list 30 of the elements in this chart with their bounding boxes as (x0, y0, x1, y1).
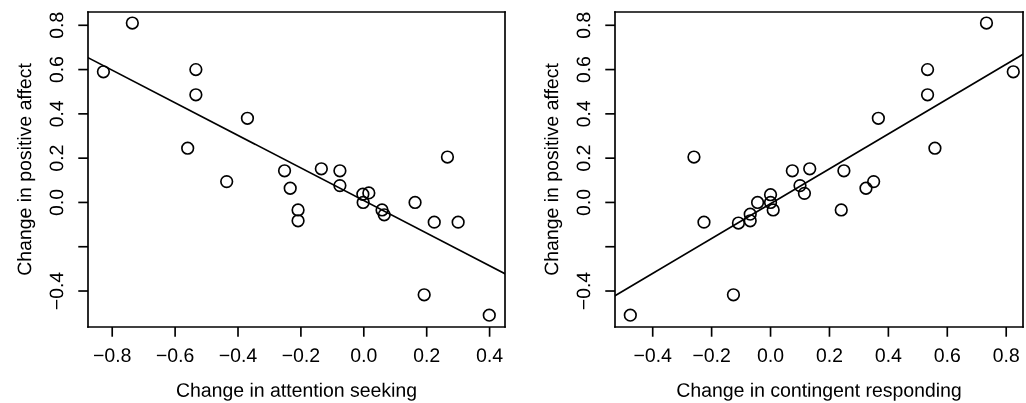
x-axis-title: Change in attention seeking (176, 382, 416, 401)
x-tick-label: −0.6 (156, 348, 194, 363)
x-tick-label: 0.2 (413, 348, 440, 363)
y-axis-title: Change in positive affect (17, 63, 36, 275)
y-tick-label: 0.6 (49, 56, 64, 83)
y-tick-label: 0.4 (49, 100, 64, 127)
x-tick-label: −0.4 (219, 348, 257, 363)
y-tick-label: 0.8 (49, 12, 64, 39)
y-tick-label: 0.6 (576, 56, 591, 83)
x-tick-label: 0.2 (816, 348, 842, 363)
y-tick-label: 0.0 (576, 189, 591, 216)
x-tick-label: −0.2 (693, 348, 730, 363)
x-tick-label: −0.4 (634, 348, 672, 363)
y-axis-title: Change in positive affect (544, 63, 563, 275)
x-tick-label: 0.0 (757, 348, 784, 363)
x-tick-label: 0.4 (875, 348, 902, 363)
y-tick-label: −0.4 (49, 272, 64, 310)
y-tick-label: 0.0 (49, 189, 64, 216)
x-tick-label: 0.6 (934, 348, 960, 363)
x-tick-label: 0.4 (476, 348, 503, 363)
x-tick-label: −0.2 (282, 348, 320, 363)
x-axis-title: Change in contingent responding (677, 382, 961, 401)
y-tick-label: 0.8 (576, 12, 591, 39)
x-tick-label: −0.8 (93, 348, 131, 363)
y-tick-label: 0.4 (576, 100, 591, 127)
x-tick-label: 0.0 (351, 348, 377, 363)
y-tick-label: 0.2 (49, 145, 64, 171)
x-tick-label: 0.8 (993, 348, 1019, 363)
y-tick-label: −0.4 (576, 272, 591, 310)
y-tick-label: 0.2 (576, 145, 591, 171)
